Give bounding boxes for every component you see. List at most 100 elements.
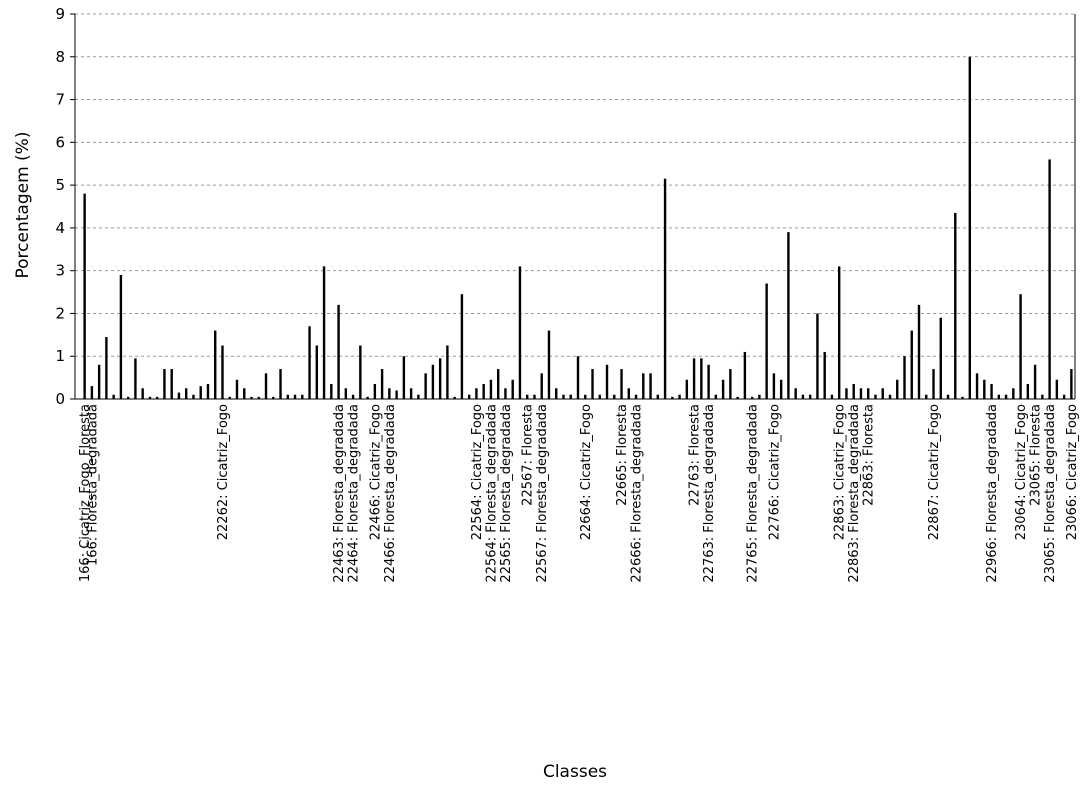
bar — [199, 386, 202, 399]
bar — [511, 379, 514, 399]
x-tick-label: 22863: Floresta — [862, 404, 877, 506]
bar — [598, 394, 601, 399]
bar — [134, 358, 137, 399]
bar — [337, 304, 340, 399]
x-tick-label: 22564: Cicatriz_Fogo — [470, 404, 485, 540]
x-tick-label: 22564: Floresta_degradada — [484, 404, 499, 583]
x-tick-label: 22463: Floresta_degradada — [332, 404, 347, 583]
bar — [867, 388, 870, 399]
bar — [105, 336, 108, 399]
bar — [946, 394, 950, 399]
x-tick-label: 22763: Floresta_degradada — [702, 404, 717, 583]
x-tick-label: 22863: Cicatriz_Fogo — [833, 404, 848, 540]
grid-layer — [75, 13, 1075, 357]
bar — [279, 369, 282, 399]
x-tick-label: 22766: Cicatriz_Fogo — [767, 404, 782, 540]
y-tick-label: 7 — [55, 91, 65, 109]
bar — [250, 396, 253, 399]
bar — [286, 394, 289, 399]
bar — [743, 351, 747, 399]
bar — [562, 394, 565, 399]
y-tick-label: 9 — [55, 5, 65, 23]
bar — [257, 396, 260, 399]
bar — [700, 358, 703, 399]
bar — [489, 379, 493, 399]
bar — [235, 379, 239, 399]
bar — [954, 212, 957, 399]
y-tick-label: 4 — [55, 219, 65, 237]
bar — [765, 283, 768, 399]
bar — [155, 396, 159, 399]
x-tick-label: 166: Floresta_degradada — [85, 404, 100, 566]
x-tick-label: 23065: Floresta — [1029, 404, 1044, 506]
bar — [395, 390, 398, 399]
bar — [649, 373, 652, 399]
bar — [939, 317, 942, 399]
bar — [932, 369, 935, 399]
bar — [264, 373, 268, 399]
bar — [990, 384, 993, 399]
bar — [852, 384, 855, 399]
x-tick-label: 22867: Cicatriz_Fogo — [927, 404, 942, 540]
x-tick-label: 22262: Cicatriz_Fogo — [216, 404, 231, 540]
bar — [721, 379, 725, 399]
bar — [170, 369, 173, 399]
bar — [678, 394, 681, 399]
bar — [315, 345, 319, 399]
bar — [837, 266, 841, 399]
x-tick-label: 22464: Floresta_degradada — [347, 404, 362, 583]
bar — [1070, 369, 1073, 399]
bar — [272, 396, 275, 399]
x-tick-label: 23065: Floresta_degradada — [1043, 404, 1058, 583]
bar — [373, 384, 377, 399]
bar — [112, 394, 115, 399]
bar — [424, 373, 427, 399]
x-tick-label: 22567: Floresta_degradada — [535, 404, 550, 583]
x-tick-label: 22664: Cicatriz_Fogo — [579, 404, 594, 540]
bar — [475, 388, 478, 399]
bar — [634, 394, 638, 399]
bar — [547, 330, 551, 399]
bar — [613, 394, 616, 399]
bar — [148, 396, 152, 399]
y-tick-label: 6 — [55, 133, 65, 151]
bar — [925, 394, 928, 399]
bar — [663, 178, 667, 399]
bar — [1041, 394, 1044, 399]
bar — [482, 384, 485, 399]
bar — [917, 304, 921, 399]
bar — [750, 396, 754, 399]
bar — [714, 394, 718, 399]
y-tick-labels: 0 1 2 3 4 5 6 7 8 9 — [55, 5, 75, 408]
y-tick-label: 1 — [55, 347, 65, 365]
bar — [968, 56, 971, 400]
x-tick-label: 22567: Floresta — [521, 404, 536, 506]
x-tick-label: 22763: Floresta — [688, 404, 703, 506]
bar — [787, 232, 790, 399]
axes-layer — [74, 14, 1076, 400]
bar — [692, 358, 696, 399]
bar — [627, 388, 630, 399]
bar — [903, 356, 906, 399]
bar — [417, 394, 420, 399]
bar — [707, 364, 710, 399]
bar — [90, 386, 94, 399]
bar — [504, 388, 507, 399]
bar — [366, 396, 369, 399]
bar — [119, 274, 123, 399]
bar — [975, 373, 979, 399]
bar — [344, 388, 348, 399]
bar — [97, 364, 101, 399]
bar — [823, 351, 826, 399]
x-tick-label: 22665: Floresta — [615, 404, 630, 506]
bar — [518, 266, 522, 399]
bar — [192, 394, 195, 399]
bar — [221, 345, 224, 399]
bar — [177, 392, 181, 399]
y-tick-label: 2 — [55, 304, 65, 322]
bar — [896, 379, 899, 399]
bar — [961, 396, 964, 399]
bar — [983, 379, 986, 399]
bar — [555, 388, 558, 399]
